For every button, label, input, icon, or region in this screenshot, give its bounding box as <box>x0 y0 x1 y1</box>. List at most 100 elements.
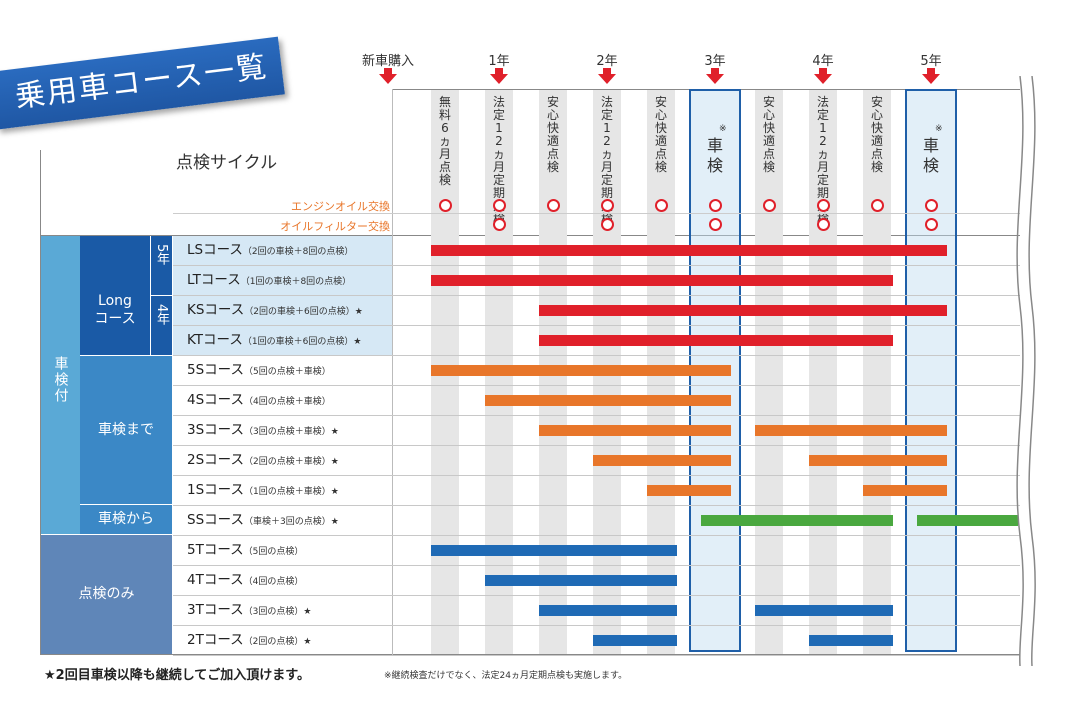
footnote-sub: ※継続検査だけでなく、法定24ヵ月定期点検も実施します。 <box>384 671 628 681</box>
timeline-arrow-icon <box>379 68 397 84</box>
oil-change-circle-icon <box>871 199 884 212</box>
course-row-line <box>173 536 1020 566</box>
category-long-label: Long コース <box>94 293 136 327</box>
timeline-label: 2年 <box>596 54 618 69</box>
oil-row-line <box>173 213 1020 214</box>
course-bar <box>647 485 731 496</box>
oil-change-circle-icon <box>925 199 938 212</box>
shaken-column <box>905 89 957 652</box>
oil-change-circle-icon <box>439 199 452 212</box>
category-shakenmade-label: 車検まで <box>98 422 154 438</box>
timeline-label: 新車購入 <box>361 54 414 69</box>
category-4year: 4年 <box>151 296 172 355</box>
course-bar <box>755 605 893 616</box>
course-label: 1Sコース（1回の点検＋車検）★ <box>173 476 339 505</box>
course-name: KSコース <box>187 302 245 318</box>
course-detail: （5回の点検） <box>243 547 304 557</box>
course-bar <box>539 605 677 616</box>
timeline-arrow-icon <box>814 68 832 84</box>
course-row-line <box>173 596 1020 626</box>
course-bar <box>917 515 1018 526</box>
course-star: ★ <box>330 487 339 497</box>
column-note-mark: ※ <box>719 124 727 134</box>
course-bar <box>485 395 731 406</box>
inspection-column <box>809 90 837 654</box>
filter-change-circle-icon <box>925 218 938 231</box>
course-star: ★ <box>303 607 312 617</box>
category-tenkennomi-label: 点検のみ <box>78 586 135 602</box>
filter-change-label: オイルフィルター交換 <box>280 220 390 233</box>
category-shakenkara: 車検から <box>80 505 172 534</box>
course-detail: （4回の点検） <box>243 577 304 587</box>
course-row-line <box>173 386 1020 416</box>
category-tenkennomi: 点検のみ <box>41 535 172 654</box>
timeline-label: 5年 <box>920 54 942 69</box>
frame-divider-line <box>392 89 393 655</box>
course-name: LSコース <box>187 242 243 258</box>
course-row-line <box>173 446 1020 476</box>
break-wave <box>1016 76 1036 666</box>
course-row-line <box>173 236 1020 266</box>
frame-header-bottom <box>40 235 1020 236</box>
course-row-line <box>173 416 1020 446</box>
category-4year-label: 4年 <box>154 304 169 326</box>
course-detail: （2回の車検＋8回の点検） <box>242 247 354 257</box>
category-5year: 5年 <box>151 236 172 295</box>
timeline-arrow-icon <box>922 68 940 84</box>
cycle-label: 点検サイクル <box>176 153 278 173</box>
course-bar <box>539 305 947 316</box>
column-label: 車検 <box>922 136 939 175</box>
page-title: 乗用車コース一覧 <box>13 49 271 115</box>
course-detail: （2回の点検＋車検） <box>243 457 331 467</box>
course-name: KTコース <box>187 332 243 348</box>
frame-bottom-line <box>40 654 1020 655</box>
course-row-line <box>173 266 1020 296</box>
course-label: 4Tコース（4回の点検） <box>173 566 303 595</box>
course-label: LTコース（1回の車検＋8回の点検） <box>173 266 351 295</box>
category-shakenkara-label: 車検から <box>98 511 154 527</box>
filter-change-circle-icon <box>817 218 830 231</box>
course-label: SSコース（車検＋3回の点検）★ <box>173 506 339 535</box>
course-name: 3Tコース <box>187 602 244 618</box>
category-shakenzuki-label: 車検付 <box>52 356 69 404</box>
long-row-highlight <box>173 326 392 355</box>
course-row-line <box>173 506 1020 536</box>
oil-change-circle-icon <box>709 199 722 212</box>
long-row-highlight <box>173 296 392 325</box>
course-detail: （3回の点検＋車検） <box>243 427 331 437</box>
course-bar <box>431 275 893 286</box>
course-bar <box>809 455 947 466</box>
category-shakenzuki: 車検付 <box>41 236 80 534</box>
column-label: 無料6ヵ月点検 <box>438 95 451 187</box>
timeline-arrow-icon <box>598 68 616 84</box>
course-bar <box>431 245 947 256</box>
oil-change-circle-icon <box>547 199 560 212</box>
column-label: 安心快適点検 <box>762 95 775 174</box>
course-star: ★ <box>330 427 339 437</box>
course-bar <box>593 455 731 466</box>
course-name: LTコース <box>187 272 241 288</box>
oil-change-circle-icon <box>601 199 614 212</box>
course-detail: （2回の点検） <box>243 637 304 647</box>
course-label: KSコース（2回の車検＋6回の点検）★ <box>173 296 363 325</box>
oil-change-label: エンジンオイル交換 <box>291 200 390 213</box>
column-label: 車検 <box>706 136 723 175</box>
course-bar <box>863 485 947 496</box>
course-bar <box>431 365 731 376</box>
column-label: 安心快適点検 <box>870 95 883 174</box>
filter-change-circle-icon <box>709 218 722 231</box>
inspection-column <box>863 90 891 654</box>
course-name: 2Sコース <box>187 452 244 468</box>
course-row-line <box>173 626 1020 656</box>
course-name: 5Tコース <box>187 542 244 558</box>
course-star: ★ <box>330 517 339 527</box>
course-row-line <box>173 566 1020 596</box>
course-name: 1Sコース <box>187 482 244 498</box>
course-label: KTコース（1回の車検＋6回の点検）★ <box>173 326 361 355</box>
course-bar <box>431 545 677 556</box>
course-row-line <box>173 356 1020 386</box>
course-bar <box>485 575 677 586</box>
wave-gap <box>1020 76 1030 666</box>
course-bar <box>539 335 893 346</box>
course-detail: （1回の点検＋車検） <box>243 487 331 497</box>
